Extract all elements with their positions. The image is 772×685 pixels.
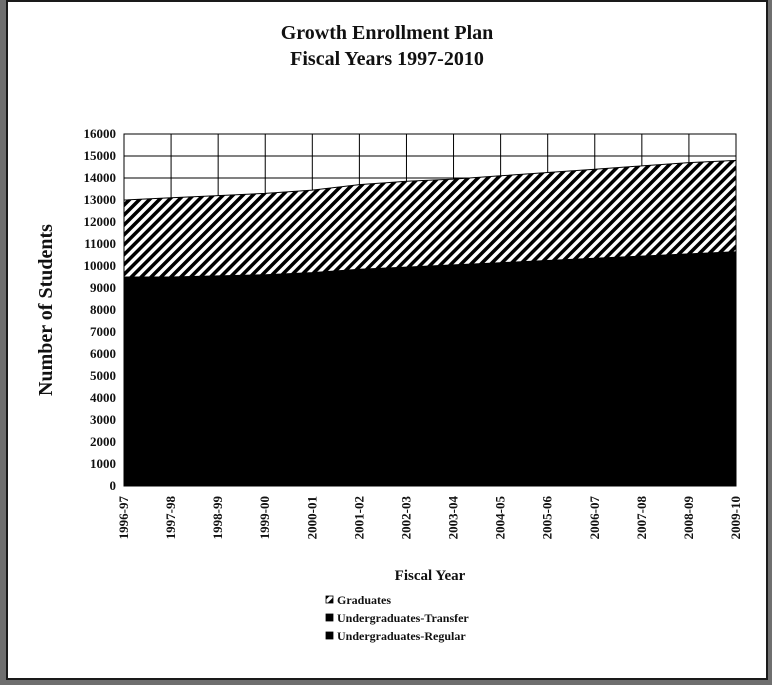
y-tick-label: 7000	[90, 324, 116, 339]
x-tick-label: 2000-01	[304, 496, 319, 539]
y-tick-label: 2000	[90, 434, 116, 449]
x-axis: 1996-97 1997-98 1998-99 1999-00 2000-01 2001-…	[116, 496, 743, 584]
legend-label: Undergraduates-Transfer	[337, 611, 469, 625]
legend-label: Graduates	[337, 593, 391, 607]
y-tick-label: 4000	[90, 390, 116, 405]
legend: Graduates Undergraduates-Transfer Undergra…	[325, 593, 469, 643]
y-tick-label: 6000	[90, 346, 116, 361]
x-tick-label: 2001-02	[351, 496, 366, 539]
x-axis-label: Fiscal Year	[395, 568, 466, 584]
x-tick-label: 2002-03	[398, 496, 413, 540]
y-axis-label: Number of Students	[35, 224, 57, 396]
legend-swatch	[325, 613, 334, 622]
x-tick-label: 2008-09	[681, 496, 696, 540]
y-tick-label: 13000	[84, 192, 117, 207]
x-tick-label: 1996-97	[116, 496, 131, 540]
y-tick-label: 12000	[84, 214, 117, 229]
y-tick-label: 3000	[90, 412, 116, 427]
y-tick-label: 10000	[84, 258, 117, 273]
y-tick-label: 15000	[84, 148, 117, 163]
x-tick-label: 2009-10	[728, 496, 743, 539]
legend-swatch	[325, 631, 334, 640]
legend-label: Undergraduates-Regular	[337, 629, 466, 643]
x-tick-label: 2005-06	[540, 496, 555, 540]
x-tick-label: 2006-07	[587, 496, 602, 540]
x-tick-label: 2007-08	[634, 496, 649, 540]
y-tick-label: 11000	[84, 236, 116, 251]
y-tick-label: 5000	[90, 368, 116, 383]
area-graduates	[123, 159, 737, 278]
x-tick-label: 1998-99	[210, 496, 225, 540]
area-undergraduates-regular	[123, 251, 737, 487]
x-tick-label: 2004-05	[493, 496, 508, 540]
plot-area	[123, 133, 737, 487]
y-tick-label: 1000	[90, 456, 116, 471]
y-tick-label: 0	[110, 478, 117, 493]
chart-title: Growth Enrollment Plan	[280, 22, 494, 44]
y-tick-label: 16000	[84, 126, 117, 141]
y-tick-label: 14000	[84, 170, 117, 185]
y-tick-label: 9000	[90, 280, 116, 295]
chart-title-block: Growth Enrollment Plan Fiscal Years 1997…	[6, 20, 768, 72]
chart-subtitle: Fiscal Years 1997-2010	[290, 48, 484, 70]
legend-swatch	[325, 595, 334, 604]
y-tick-label: 8000	[90, 302, 116, 317]
x-tick-label: 1999-00	[257, 496, 272, 539]
y-axis: 0 1000 2000 3000 4000 5000 6000 7000 8000 9000 100…	[35, 126, 116, 493]
x-tick-label: 2003-04	[446, 496, 461, 540]
x-tick-label: 1997-98	[163, 496, 178, 540]
